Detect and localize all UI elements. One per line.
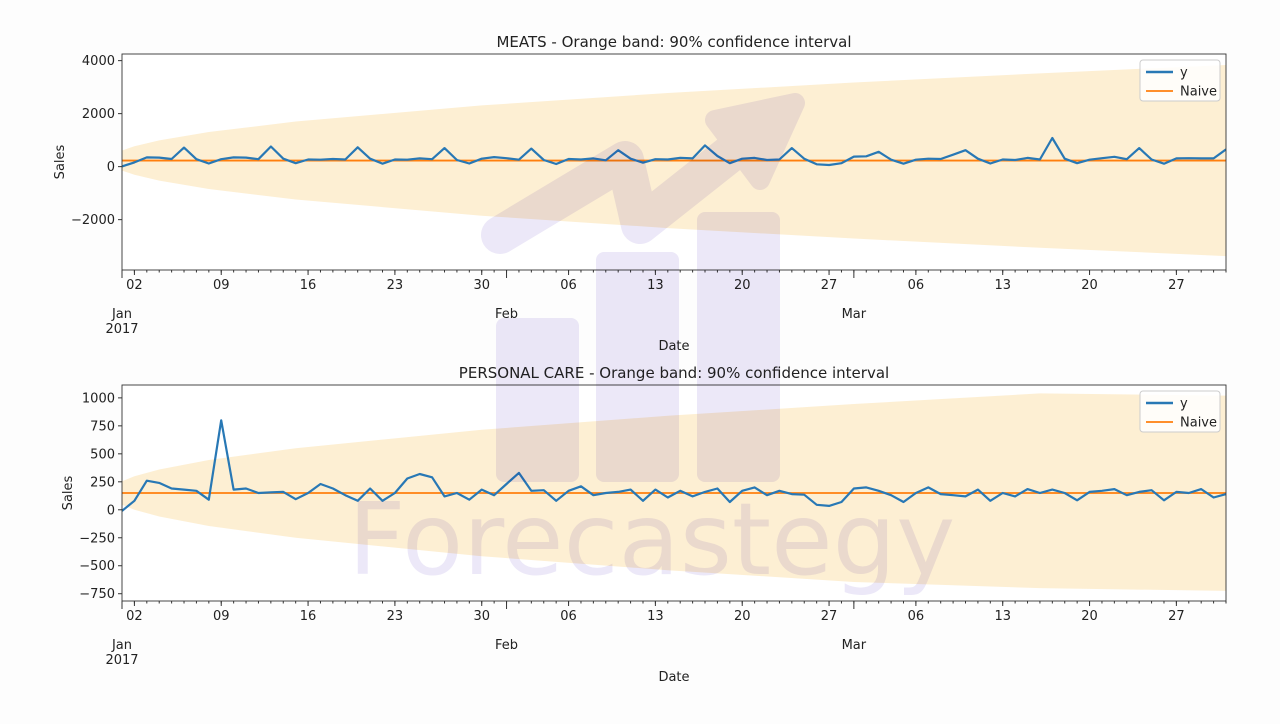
x-tick-label: 06 — [908, 278, 925, 293]
y-tick-label: 250 — [90, 475, 115, 490]
year-label: 2017 — [105, 653, 138, 668]
x-tick-label: 27 — [1168, 278, 1185, 293]
y-tick-label: −750 — [79, 587, 115, 602]
x-tick-label: 27 — [821, 609, 838, 624]
watermark-text: Forecastegy — [348, 481, 955, 598]
month-label: Jan — [111, 307, 132, 322]
x-tick-label: 06 — [908, 609, 925, 624]
x-tick-label: 13 — [994, 278, 1011, 293]
x-axis-label: Date — [658, 670, 689, 685]
y-tick-label: 1000 — [82, 391, 115, 406]
y-axis-label: Sales — [61, 475, 76, 510]
y-tick-label: −2000 — [71, 213, 115, 228]
x-tick-label: 09 — [213, 609, 230, 624]
y-tick-label: −500 — [79, 559, 115, 574]
x-tick-label: 23 — [387, 609, 404, 624]
chart-title: MEATS - Orange band: 90% confidence inte… — [496, 33, 851, 51]
y-tick-label: 0 — [107, 160, 115, 175]
legend-label: Naive — [1180, 416, 1217, 431]
x-tick-label: 16 — [300, 278, 317, 293]
x-tick-label: 09 — [213, 278, 230, 293]
x-tick-label: 20 — [1081, 278, 1098, 293]
month-label: Feb — [495, 638, 518, 653]
watermark-bar-3 — [697, 212, 780, 482]
x-tick-label: 27 — [821, 278, 838, 293]
x-tick-label: 13 — [647, 609, 664, 624]
legend: y Naive — [1140, 60, 1220, 101]
year-label: 2017 — [105, 322, 138, 337]
y-tick-label: 4000 — [82, 54, 115, 69]
x-tick-label: 06 — [560, 609, 577, 624]
x-tick-label: 23 — [387, 278, 404, 293]
month-label: Mar — [842, 307, 867, 322]
y-tick-label: 750 — [90, 419, 115, 434]
legend-label: y — [1180, 66, 1188, 81]
y-tick-label: 0 — [107, 503, 115, 518]
legend-label: Naive — [1180, 85, 1217, 100]
y-tick-label: −250 — [79, 531, 115, 546]
legend-label: y — [1180, 397, 1188, 412]
month-label: Jan — [111, 638, 132, 653]
y-axis-label: Sales — [53, 144, 68, 179]
y-tick-label: 500 — [90, 447, 115, 462]
watermark-bar-1 — [496, 318, 579, 482]
x-tick-label: 20 — [1081, 609, 1098, 624]
y-tick-label: 2000 — [82, 107, 115, 122]
x-tick-label: 06 — [560, 278, 577, 293]
x-tick-label: 16 — [300, 609, 317, 624]
x-tick-label: 13 — [994, 609, 1011, 624]
watermark-bar-2 — [596, 252, 679, 482]
x-tick-label: 02 — [126, 278, 143, 293]
x-tick-label: 30 — [473, 609, 490, 624]
x-tick-label: 30 — [473, 278, 490, 293]
month-label: Mar — [842, 638, 867, 653]
x-tick-label: 02 — [126, 609, 143, 624]
x-tick-label: 27 — [1168, 609, 1185, 624]
x-tick-label: 20 — [734, 609, 751, 624]
legend: y Naive — [1140, 391, 1220, 432]
